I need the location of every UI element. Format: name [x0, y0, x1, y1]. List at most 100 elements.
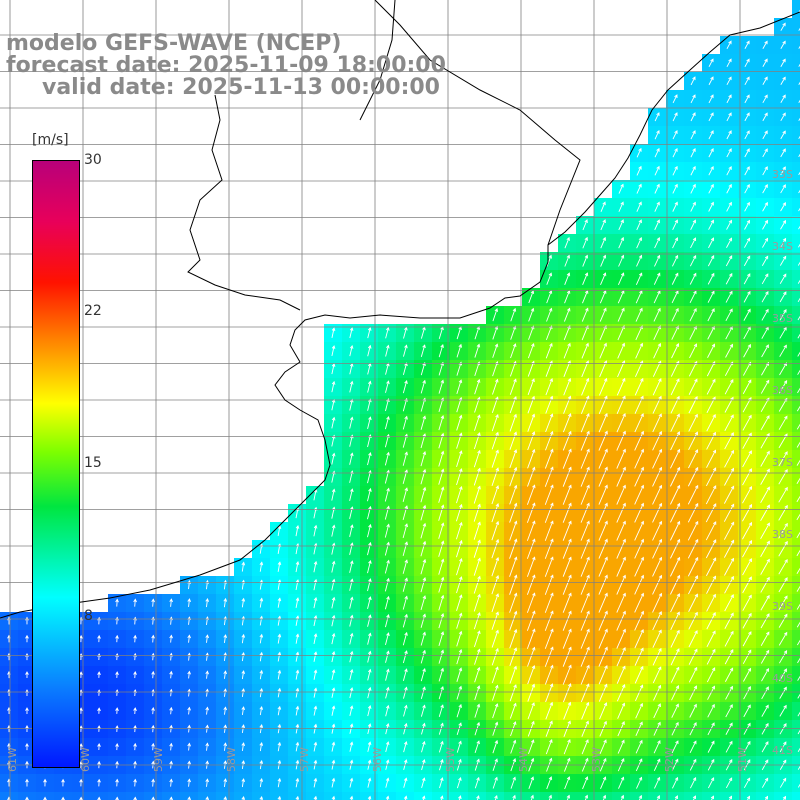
wind-arrow	[527, 702, 535, 720]
wind-arrow	[778, 504, 788, 521]
wind-arrow	[743, 290, 751, 303]
wind-arrow	[295, 687, 300, 698]
wind-arrow	[690, 219, 696, 230]
wind-arrow	[544, 646, 554, 667]
wind-arrow	[438, 450, 445, 467]
wind-arrow	[707, 777, 715, 789]
wind-arrow	[313, 705, 318, 716]
wind-arrow	[473, 575, 481, 594]
wind-arrow	[723, 521, 735, 540]
wind-arrow	[473, 449, 481, 468]
wind-arrow	[527, 683, 536, 702]
wind-arrow	[456, 539, 463, 558]
wind-arrow	[690, 165, 696, 176]
wind-arrow	[115, 742, 119, 751]
wind-arrow	[458, 795, 462, 800]
wind-arrow	[527, 720, 535, 737]
wind-arrow	[331, 416, 336, 429]
wind-arrow	[367, 559, 372, 574]
wind-arrow	[313, 669, 318, 680]
wind-arrow	[618, 183, 624, 194]
wind-arrow	[367, 777, 372, 788]
wind-arrow	[385, 795, 390, 800]
wind-arrow	[402, 595, 408, 610]
wind-arrow	[778, 540, 788, 557]
wind-arrow	[742, 631, 752, 647]
wind-arrow	[384, 541, 390, 556]
lat-label: 34S	[772, 240, 793, 253]
wind-arrow	[617, 342, 625, 359]
wind-arrow	[402, 505, 409, 521]
wind-arrow	[331, 777, 336, 788]
wind-arrow	[726, 130, 732, 140]
wind-arrow	[616, 502, 626, 523]
wind-arrow	[779, 668, 787, 682]
wind-arrow	[780, 184, 786, 194]
wind-arrow	[760, 649, 770, 664]
wind-arrow	[581, 701, 590, 720]
wind-arrow	[491, 520, 500, 541]
wind-arrow	[545, 701, 554, 720]
wind-arrow	[349, 416, 354, 429]
wind-arrow	[598, 683, 608, 702]
wind-arrow	[420, 504, 427, 521]
wind-arrow	[403, 686, 408, 699]
wind-arrow	[634, 556, 644, 577]
wind-arrow	[241, 778, 246, 788]
wind-arrow	[562, 538, 572, 559]
wind-arrow	[687, 466, 699, 487]
wind-arrow	[707, 722, 715, 736]
wind-arrow	[760, 468, 770, 485]
wind-arrow	[743, 704, 751, 718]
wind-arrow	[187, 688, 191, 697]
wind-arrow	[509, 413, 517, 432]
wind-arrow	[653, 721, 661, 736]
wind-arrow	[690, 94, 696, 104]
wind-arrow	[295, 615, 300, 626]
wind-arrow	[670, 648, 680, 666]
wind-arrow	[797, 657, 800, 664]
wind-arrow	[672, 112, 678, 122]
wind-arrow	[169, 634, 173, 643]
wind-arrow	[653, 307, 661, 322]
wind-arrow	[25, 634, 29, 643]
wind-arrow	[403, 741, 408, 753]
wind-arrow	[760, 558, 770, 575]
wind-arrow	[689, 776, 697, 789]
wind-arrow	[367, 326, 372, 339]
wind-arrow	[25, 707, 29, 714]
wind-arrow	[526, 574, 536, 595]
wind-arrow	[670, 593, 681, 613]
wind-arrow	[761, 722, 769, 735]
wind-arrow	[780, 58, 786, 67]
wind-arrow	[779, 308, 787, 321]
wind-arrow	[760, 594, 770, 611]
latitude-labels: 33S 34S 35S 36S 37S 38S 39S 40S 41S	[772, 168, 793, 757]
wind-arrow	[527, 342, 535, 359]
title-model: modelo GEFS-WAVE (NCEP)	[6, 31, 342, 56]
wind-arrow	[115, 671, 119, 678]
wind-arrow	[367, 614, 372, 627]
wind-arrow	[616, 665, 626, 684]
wind-arrow	[654, 147, 660, 158]
wind-arrow	[421, 795, 426, 800]
wind-arrow	[562, 502, 572, 523]
wind-arrow	[598, 395, 608, 414]
wind-arrow	[367, 398, 372, 411]
wind-arrow	[634, 574, 644, 595]
wind-arrow	[79, 796, 83, 800]
wind-arrow	[670, 629, 680, 648]
wind-arrow	[349, 542, 354, 555]
wind-arrow	[205, 670, 209, 679]
wind-arrow	[671, 721, 679, 736]
wind-arrow	[580, 556, 590, 577]
wind-arrow	[205, 742, 209, 751]
wind-arrow	[742, 379, 752, 395]
wind-arrow	[456, 379, 463, 395]
wind-arrow	[652, 574, 663, 595]
wind-arrow	[762, 94, 768, 104]
wind-arrow	[761, 686, 769, 700]
wind-arrow	[724, 378, 734, 395]
wind-arrow	[367, 380, 372, 393]
